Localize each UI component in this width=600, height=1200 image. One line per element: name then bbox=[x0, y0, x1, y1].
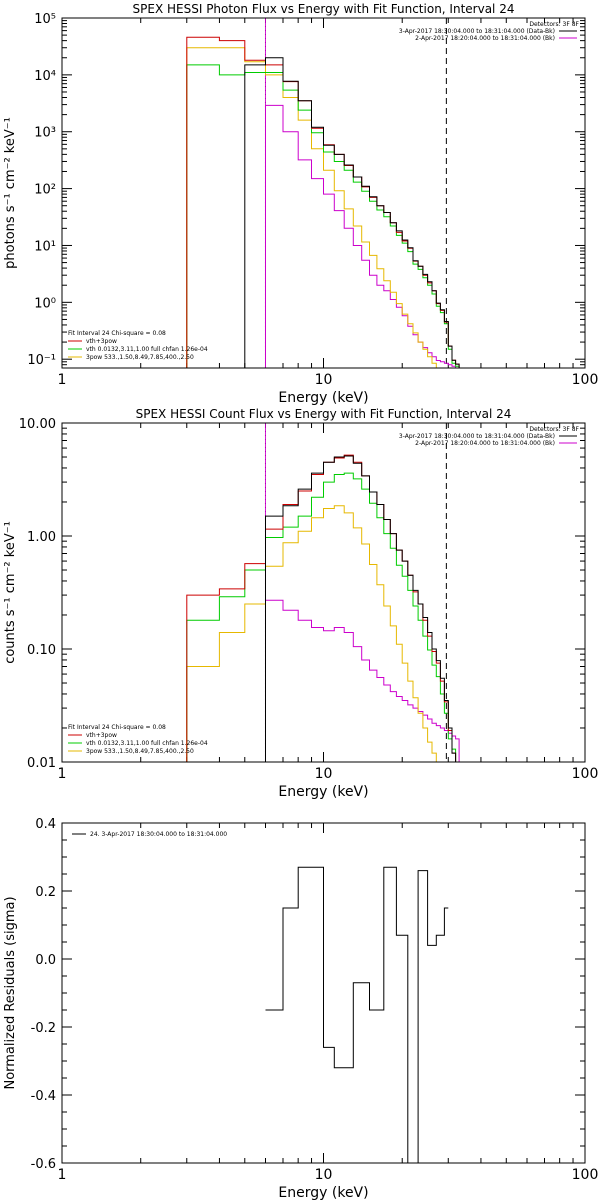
y-tick-label: 10⁴ bbox=[34, 69, 56, 84]
legend-text: vth 0.0132,3.11,1.00 full chfan 1.26e-04 bbox=[86, 740, 208, 747]
histogram-series bbox=[265, 599, 460, 762]
histogram-series bbox=[186, 36, 460, 368]
y-tick-label: 10² bbox=[34, 183, 56, 198]
y-tick-label: 10⁵ bbox=[34, 12, 56, 27]
chart-panel: 1 10 100 -0.6 -0.4 -0.2 0.0 0.2 0.4 Energy (keV) N… bbox=[3, 817, 598, 1200]
plot-frame bbox=[61, 822, 586, 1164]
info-text: Detectors: 3F 8F bbox=[529, 21, 579, 28]
info-text: 3-Apr-2017 18:30:04.000 to 18:31:04.000 … bbox=[399, 28, 555, 35]
y-axis-label: photons s⁻¹ cm⁻² keV⁻¹ bbox=[3, 117, 18, 269]
y-tick-label: 10⁻¹ bbox=[27, 353, 56, 368]
y-axis-label: counts s⁻¹ cm⁻² keV⁻¹ bbox=[3, 521, 18, 664]
chart-title: SPEX HESSI Photon Flux vs Energy with Fi… bbox=[133, 2, 515, 16]
y-tick-label: -0.6 bbox=[31, 1157, 56, 1172]
histogram-series bbox=[186, 64, 460, 368]
y-tick-label: -0.2 bbox=[31, 1021, 56, 1036]
info-text: Detectors: 3F 8F bbox=[529, 426, 579, 433]
x-tick-label: 1 bbox=[58, 372, 67, 388]
x-tick-label: 100 bbox=[572, 1167, 599, 1183]
x-axis-label: Energy (keV) bbox=[278, 1185, 368, 1200]
x-tick-label: 100 bbox=[572, 766, 599, 782]
legend-text: vth 0.0132,3.11,1.00 full chfan 1.26e-04 bbox=[86, 346, 208, 353]
x-tick-label: 1 bbox=[58, 766, 67, 782]
series-group bbox=[186, 454, 460, 762]
y-tick-label: 10.00 bbox=[19, 417, 56, 432]
histogram-series bbox=[265, 866, 449, 1163]
plot-frame bbox=[61, 17, 586, 369]
histogram-series bbox=[186, 47, 437, 368]
histogram-series bbox=[265, 104, 460, 368]
y-tick-label: -0.4 bbox=[31, 1089, 56, 1104]
legend-text: 24. 3-Apr-2017 18:30:04.000 to 18:31:04.… bbox=[90, 831, 227, 838]
histogram-series bbox=[186, 472, 460, 762]
chart-panel: SPEX HESSI Photon Flux vs Energy with Fi… bbox=[3, 2, 598, 406]
info-text: 2-Apr-2017 18:20:04.000 to 18:31:04.000 … bbox=[415, 440, 555, 447]
x-axis-label: Energy (keV) bbox=[278, 784, 368, 800]
y-tick-label: 10³ bbox=[34, 126, 56, 141]
y-tick-label: 0.01 bbox=[27, 756, 56, 771]
legend-text: Fit Interval 24 Chi-square = 0.08 bbox=[68, 330, 166, 337]
x-tick-label: 10 bbox=[315, 372, 333, 388]
y-tick-label: 0.2 bbox=[35, 885, 56, 900]
series-group bbox=[186, 36, 460, 368]
legend-text: 3pow 533.,1.50,8.49,7.85,400.,2.50 bbox=[86, 354, 194, 361]
chart-title: SPEX HESSI Count Flux vs Energy with Fit… bbox=[136, 407, 512, 421]
y-tick-label: 0.10 bbox=[27, 643, 56, 658]
plot-frame bbox=[61, 422, 586, 763]
y-tick-label: 10⁰ bbox=[34, 296, 56, 311]
y-tick-label: 10¹ bbox=[34, 239, 56, 254]
legend-text: 3pow 533.,1.50,8.49,7.85,400.,2.50 bbox=[86, 748, 194, 755]
y-axis-label: Normalized Residuals (sigma) bbox=[3, 896, 18, 1089]
histogram-series bbox=[186, 505, 441, 762]
legend-text: vth+3pow bbox=[86, 732, 117, 739]
legend-text: vth+3pow bbox=[86, 338, 117, 345]
series-group bbox=[265, 866, 449, 1163]
info-text: 2-Apr-2017 18:20:04.000 to 18:31:04.000 … bbox=[415, 35, 555, 42]
histogram-series bbox=[265, 455, 460, 762]
legend-text: Fit Interval 24 Chi-square = 0.08 bbox=[68, 724, 166, 731]
y-tick-label: 0.0 bbox=[35, 953, 56, 968]
x-tick-label: 100 bbox=[572, 372, 599, 388]
x-tick-label: 1 bbox=[58, 1167, 67, 1183]
x-tick-label: 10 bbox=[315, 1167, 333, 1183]
info-text: 3-Apr-2017 18:30:04.000 to 18:31:04.000 … bbox=[399, 433, 555, 440]
x-axis-label: Energy (keV) bbox=[278, 390, 368, 406]
x-tick-label: 10 bbox=[315, 766, 333, 782]
histogram-series bbox=[244, 57, 460, 368]
y-tick-label: 1.00 bbox=[27, 530, 56, 545]
y-tick-label: 0.4 bbox=[35, 817, 56, 832]
chart-panel: SPEX HESSI Count Flux vs Energy with Fit… bbox=[3, 407, 598, 800]
